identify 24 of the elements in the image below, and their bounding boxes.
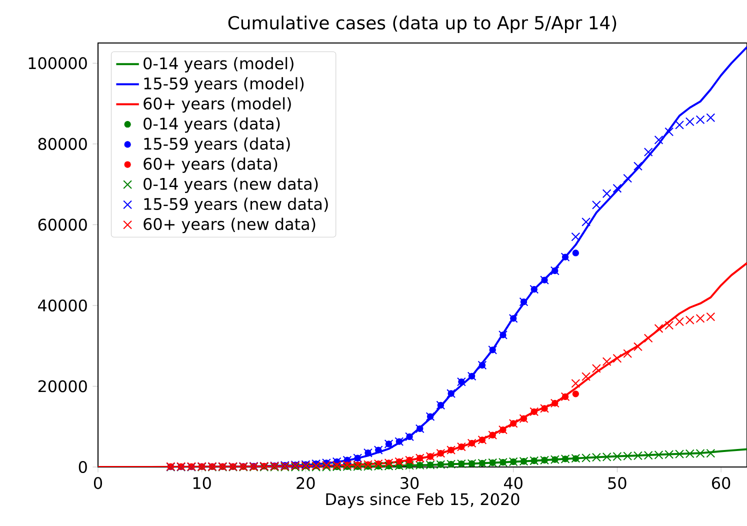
x-tick-label: 30 [400,477,419,490]
legend-label: 0-14 years (model) [144,57,294,72]
legend-label: 0-14 years (new data) [144,178,318,193]
legend-label: 15-59 years (data) [144,137,290,153]
y-tick-label: 100000 [28,57,87,70]
y-tick-label: 40000 [38,299,87,312]
x-tick-label: 40 [504,477,522,490]
x-tick-label: 10 [193,477,211,490]
x-axis-title: Days since Feb 15, 2020 [326,492,520,508]
y-tick-label: 20000 [38,380,87,392]
x-tick-label: 50 [608,477,626,490]
x-tick-label: 20 [296,477,315,490]
legend-label: 60+ years (data) [144,157,278,173]
y-tick-label: 60000 [38,218,87,231]
legend-label: 0-14 years (data) [144,117,280,133]
y-tick-label: 80000 [38,138,87,150]
chart-title: Cumulative cases (data up to Apr 5/Apr 14) [228,16,616,33]
legend-label: 60+ years (new data) [144,218,316,234]
x-tick-label: 0 [94,477,102,490]
legend-label: 60+ years (model) [144,97,291,113]
legend-label: 15-59 years (new data) [144,198,328,214]
y-tick-label: 0 [78,460,87,474]
legend-label: 15-59 years (model) [144,77,304,93]
x-tick-label: 60 [712,477,730,490]
